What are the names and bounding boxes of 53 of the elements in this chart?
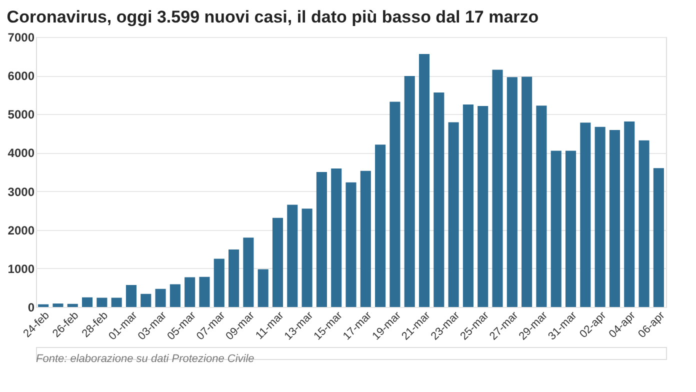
bar (214, 258, 224, 307)
bar (228, 250, 240, 307)
y-tick-label: 3000 (8, 184, 35, 199)
bar (96, 298, 108, 307)
bar (140, 294, 152, 307)
y-tick-label: 6000 (8, 69, 35, 84)
bar (52, 304, 64, 307)
bar (38, 304, 49, 307)
y-tick-label: 7000 (8, 30, 35, 44)
bar (418, 54, 430, 307)
bar (184, 277, 196, 307)
bar (67, 304, 78, 307)
bar (155, 288, 166, 307)
bar (653, 168, 664, 307)
bar (287, 204, 298, 307)
y-tick-label: 2000 (8, 223, 35, 238)
bar (390, 102, 400, 307)
bar (346, 182, 356, 307)
y-tick-label: 0 (28, 300, 35, 314)
bar (580, 122, 591, 307)
bar (536, 106, 547, 307)
bar (331, 168, 342, 307)
bar (478, 106, 488, 307)
bar (492, 70, 503, 307)
bar (258, 269, 268, 307)
bar (624, 121, 635, 307)
bar (609, 130, 620, 307)
bar (434, 92, 444, 307)
bar (199, 276, 210, 307)
bar (522, 76, 532, 307)
chart-title: Coronavirus, oggi 3.599 nuovi casi, il dato più basso dal 17 marzo (6, 8, 539, 26)
source-note: Fonte: elaborazione su dati Protezione Civile (36, 353, 254, 365)
bar (506, 77, 518, 307)
bar (316, 172, 327, 307)
bar (594, 126, 606, 307)
bar (272, 218, 284, 307)
bar (448, 122, 459, 307)
bar (404, 76, 415, 307)
y-tick-label: 5000 (8, 108, 35, 122)
bar (170, 284, 180, 307)
bar (82, 297, 93, 307)
bar (375, 144, 386, 307)
bar (638, 140, 650, 307)
bar (243, 238, 254, 307)
bar (462, 104, 474, 307)
y-tick-label: 4000 (8, 146, 35, 160)
bar (111, 298, 122, 307)
bar (360, 170, 371, 307)
bar (302, 208, 312, 307)
bar (126, 285, 137, 307)
bar (565, 150, 576, 307)
y-tick-label: 1000 (8, 262, 35, 276)
bar (550, 150, 562, 307)
